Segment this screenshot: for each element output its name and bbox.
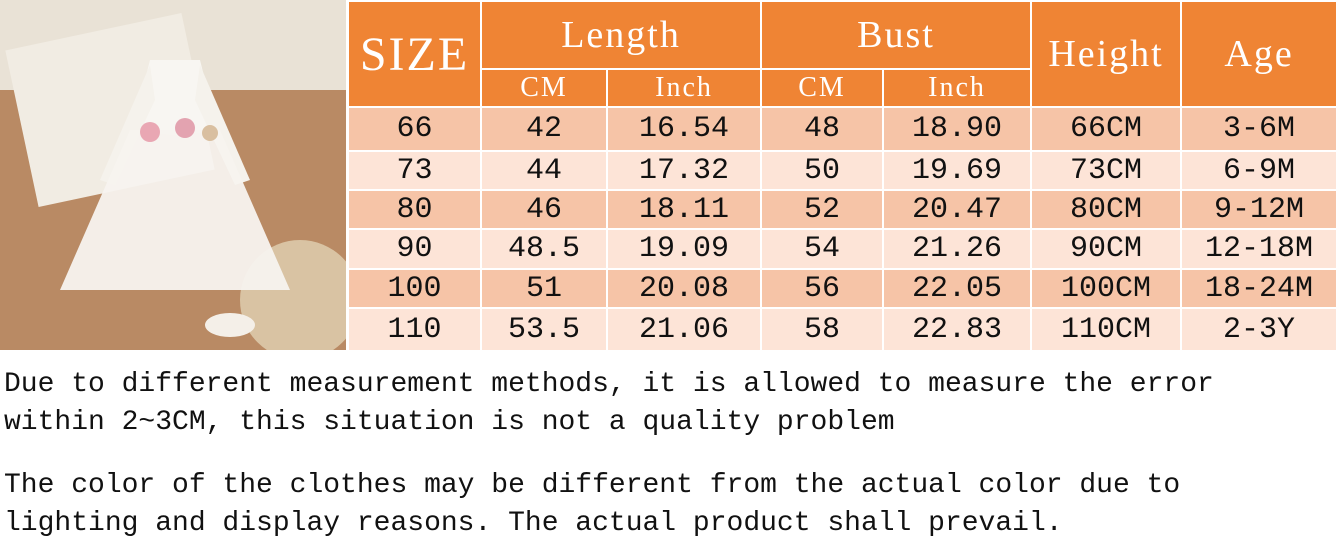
table-row: 100 51 20.08 56 22.05 100CM 18-24M bbox=[347, 268, 1336, 309]
table-cell: 19.09 bbox=[605, 228, 763, 270]
table-cell: 73CM bbox=[1030, 150, 1183, 191]
table-row: 90 48.5 19.09 54 21.26 90CM 12-18M bbox=[347, 228, 1336, 270]
note: Due to different measurement methods, it… bbox=[4, 369, 1214, 438]
header-bust: Bust bbox=[760, 0, 1033, 70]
table-row: 80 46 18.11 52 20.47 80CM 9-12M bbox=[347, 189, 1336, 230]
table-cell: 56 bbox=[760, 268, 885, 309]
product-photo bbox=[0, 0, 346, 350]
table-cell: 19.69 bbox=[882, 150, 1033, 191]
table-cell: 21.26 bbox=[882, 228, 1033, 270]
table-cell: 54 bbox=[760, 228, 885, 270]
table-cell: 21.06 bbox=[605, 307, 763, 352]
table-cell: 50 bbox=[760, 150, 885, 191]
table-cell: 18.11 bbox=[605, 189, 763, 230]
table-cell: 3-6M bbox=[1180, 106, 1336, 152]
table-cell: 66CM bbox=[1030, 106, 1183, 152]
table-cell: 17.32 bbox=[605, 150, 763, 191]
table-cell: 100 bbox=[347, 268, 482, 309]
table-cell: 42 bbox=[480, 106, 608, 152]
table-row: 66 42 16.54 48 18.90 66CM 3-6M bbox=[347, 106, 1336, 152]
table-cell: 22.83 bbox=[882, 307, 1033, 352]
table-cell: 16.54 bbox=[605, 106, 763, 152]
table-cell: 66 bbox=[347, 106, 482, 152]
table-cell: 100CM bbox=[1030, 268, 1183, 309]
table-cell: 44 bbox=[480, 150, 608, 191]
table-cell: 18-24M bbox=[1180, 268, 1336, 309]
subheader-cm: CM bbox=[760, 68, 885, 108]
table-cell: 6-9M bbox=[1180, 150, 1336, 191]
table-cell: 90 bbox=[347, 228, 482, 270]
table-cell: 53.5 bbox=[480, 307, 608, 352]
subheader-cm: CM bbox=[480, 68, 608, 108]
table-cell: 58 bbox=[760, 307, 885, 352]
table-cell: 80 bbox=[347, 189, 482, 230]
header-length: Length bbox=[479, 0, 763, 70]
table-cell: 48 bbox=[760, 106, 885, 152]
note: The color of the clothes may be differen… bbox=[4, 470, 1181, 539]
table-cell: 110 bbox=[347, 307, 482, 352]
table-cell: 73 bbox=[347, 150, 482, 191]
table-row: 73 44 17.32 50 19.69 73CM 6-9M bbox=[347, 150, 1336, 191]
subheader-inch: Inch bbox=[882, 68, 1033, 108]
table-cell: 48.5 bbox=[480, 228, 608, 270]
subheader-inch: Inch bbox=[605, 68, 763, 108]
header-age: Age bbox=[1180, 0, 1336, 108]
table-cell: 12-18M bbox=[1180, 228, 1336, 270]
header-size: SIZE bbox=[347, 0, 482, 108]
table-cell: 80CM bbox=[1030, 189, 1183, 230]
table-row: 110 53.5 21.06 58 22.83 110CM 2-3Y bbox=[347, 307, 1336, 352]
table-cell: 110CM bbox=[1030, 307, 1183, 352]
table-cell: 52 bbox=[760, 189, 885, 230]
table-cell: 20.08 bbox=[605, 268, 763, 309]
table-cell: 46 bbox=[480, 189, 608, 230]
table-cell: 20.47 bbox=[882, 189, 1033, 230]
table-cell: 51 bbox=[480, 268, 608, 309]
table-cell: 18.90 bbox=[882, 106, 1033, 152]
table-cell: 22.05 bbox=[882, 268, 1033, 309]
table-cell: 2-3Y bbox=[1180, 307, 1336, 352]
table-cell: 9-12M bbox=[1180, 189, 1336, 230]
header-height: Height bbox=[1030, 0, 1183, 108]
size-table: SIZE Length Bust Height Age CM Inch CM I… bbox=[347, 0, 1336, 352]
table-cell: 90CM bbox=[1030, 228, 1183, 270]
